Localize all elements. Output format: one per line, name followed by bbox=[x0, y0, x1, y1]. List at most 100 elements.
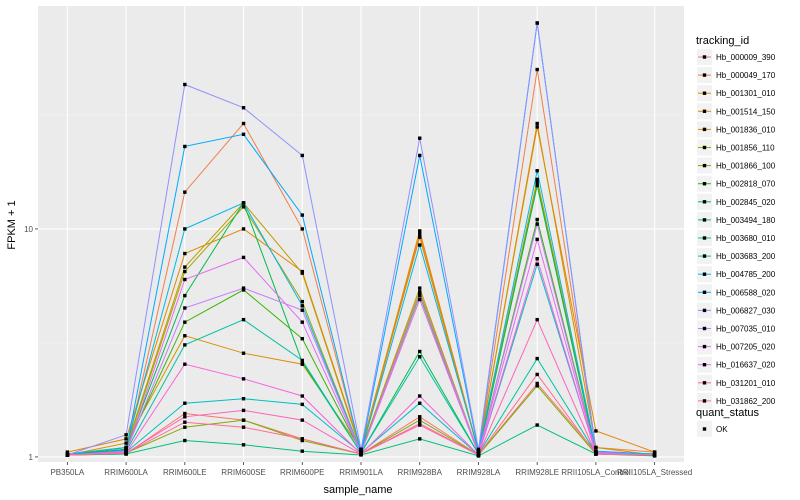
legend-key-point bbox=[702, 73, 707, 77]
data-point bbox=[300, 308, 304, 312]
data-point bbox=[535, 169, 539, 173]
data-point bbox=[418, 291, 422, 296]
data-point bbox=[241, 288, 246, 292]
data-point bbox=[300, 362, 304, 366]
data-point bbox=[359, 452, 363, 456]
y-axis-title: FPKM + 1 bbox=[6, 200, 18, 249]
x-tick-label: RRIM928LA bbox=[457, 468, 501, 477]
legend-entry-label: Hb_001514_150 bbox=[716, 107, 776, 116]
legend-entry-label: Hb_006827_030 bbox=[716, 306, 776, 315]
data-point bbox=[183, 420, 187, 424]
data-point bbox=[652, 450, 657, 454]
legend-key-point bbox=[702, 326, 707, 331]
data-point bbox=[183, 306, 187, 310]
legend-entry-label: Hb_007205_020 bbox=[716, 343, 776, 352]
x-tick-label: RRIM600PE bbox=[280, 468, 324, 477]
data-point bbox=[124, 445, 128, 450]
shape-legend-marker bbox=[702, 427, 707, 431]
legend-entry-label: Hb_031201_010 bbox=[716, 379, 776, 388]
data-point bbox=[418, 297, 422, 302]
data-point bbox=[359, 447, 363, 452]
data-point bbox=[418, 421, 422, 426]
data-point bbox=[183, 227, 187, 231]
data-point bbox=[535, 180, 539, 185]
legend-entry-label: Hb_003494_180 bbox=[716, 216, 776, 225]
data-point bbox=[535, 183, 539, 188]
data-point bbox=[300, 213, 304, 217]
data-point bbox=[183, 293, 187, 298]
data-point bbox=[241, 425, 246, 429]
data-point bbox=[183, 343, 187, 347]
x-tick-label: RRIM928BA bbox=[397, 468, 442, 477]
legend-key-point bbox=[702, 145, 707, 150]
y-tick-label: 1 bbox=[29, 453, 34, 462]
legend-key-point bbox=[702, 363, 707, 367]
data-point bbox=[241, 443, 246, 447]
data-point bbox=[535, 21, 539, 25]
legend-key-point bbox=[702, 182, 707, 186]
data-point bbox=[418, 355, 422, 359]
data-point bbox=[300, 437, 304, 441]
data-point bbox=[535, 262, 539, 266]
data-point bbox=[535, 177, 539, 182]
x-tick-label: RRIM600SE bbox=[221, 468, 265, 477]
legend-key-point bbox=[702, 272, 707, 276]
legend-entry-label: Hb_000009_390 bbox=[716, 53, 776, 62]
legend-entry-label: Hb_003683_200 bbox=[716, 252, 776, 261]
legend-entry-label: Hb_001836_010 bbox=[716, 125, 776, 134]
data-point bbox=[183, 334, 187, 338]
data-point bbox=[241, 227, 246, 231]
data-point bbox=[300, 304, 304, 308]
data-point bbox=[594, 452, 598, 456]
data-point bbox=[300, 227, 304, 231]
data-point bbox=[183, 401, 187, 405]
data-point bbox=[300, 418, 304, 422]
data-point bbox=[183, 438, 187, 443]
legend-key-point bbox=[702, 344, 707, 349]
data-point bbox=[418, 394, 422, 398]
data-point bbox=[183, 265, 187, 269]
data-point bbox=[418, 290, 422, 294]
legend-key-point bbox=[702, 254, 707, 258]
x-tick-label: RRIM600LE bbox=[163, 468, 207, 477]
data-point bbox=[535, 381, 539, 386]
data-point bbox=[300, 394, 304, 398]
data-point bbox=[183, 415, 187, 419]
legend-key-point bbox=[702, 200, 707, 204]
data-point bbox=[535, 237, 539, 242]
x-tick-label: RRIM901LA bbox=[339, 468, 383, 477]
data-point bbox=[241, 255, 246, 260]
data-point bbox=[183, 144, 187, 149]
data-point bbox=[183, 269, 187, 274]
legend-key-point bbox=[702, 163, 707, 168]
legend-key-point bbox=[702, 236, 707, 240]
data-point bbox=[241, 397, 246, 401]
data-point bbox=[65, 453, 70, 457]
legend-key-point bbox=[702, 290, 707, 294]
data-point bbox=[241, 121, 246, 126]
data-point bbox=[418, 153, 422, 158]
data-point bbox=[535, 356, 539, 361]
data-point bbox=[476, 449, 481, 453]
x-axis-title: sample_name bbox=[323, 484, 392, 496]
x-tick-label: RRII105LA_Stressed bbox=[617, 468, 692, 477]
data-point bbox=[183, 82, 187, 87]
x-tick-label: PB350LA bbox=[50, 468, 84, 477]
data-point bbox=[183, 190, 187, 194]
x-tick-label: RRII105LA_Control bbox=[561, 468, 631, 477]
data-point bbox=[241, 286, 246, 290]
data-point bbox=[124, 433, 128, 437]
data-point bbox=[300, 449, 304, 453]
data-point bbox=[594, 445, 598, 450]
legend-key-point bbox=[702, 381, 707, 385]
x-tick-label: RRIM928LE bbox=[515, 468, 559, 477]
data-point bbox=[418, 243, 422, 247]
color-legend-title: tracking_id bbox=[696, 35, 749, 47]
legend-entry-label: Hb_002818_070 bbox=[716, 180, 776, 189]
legend-entry-label: Hb_016637_020 bbox=[716, 361, 776, 370]
data-point bbox=[300, 360, 304, 365]
data-point bbox=[535, 317, 539, 322]
data-point bbox=[241, 351, 246, 355]
legend-entry-label: Hb_002845_020 bbox=[716, 198, 776, 207]
